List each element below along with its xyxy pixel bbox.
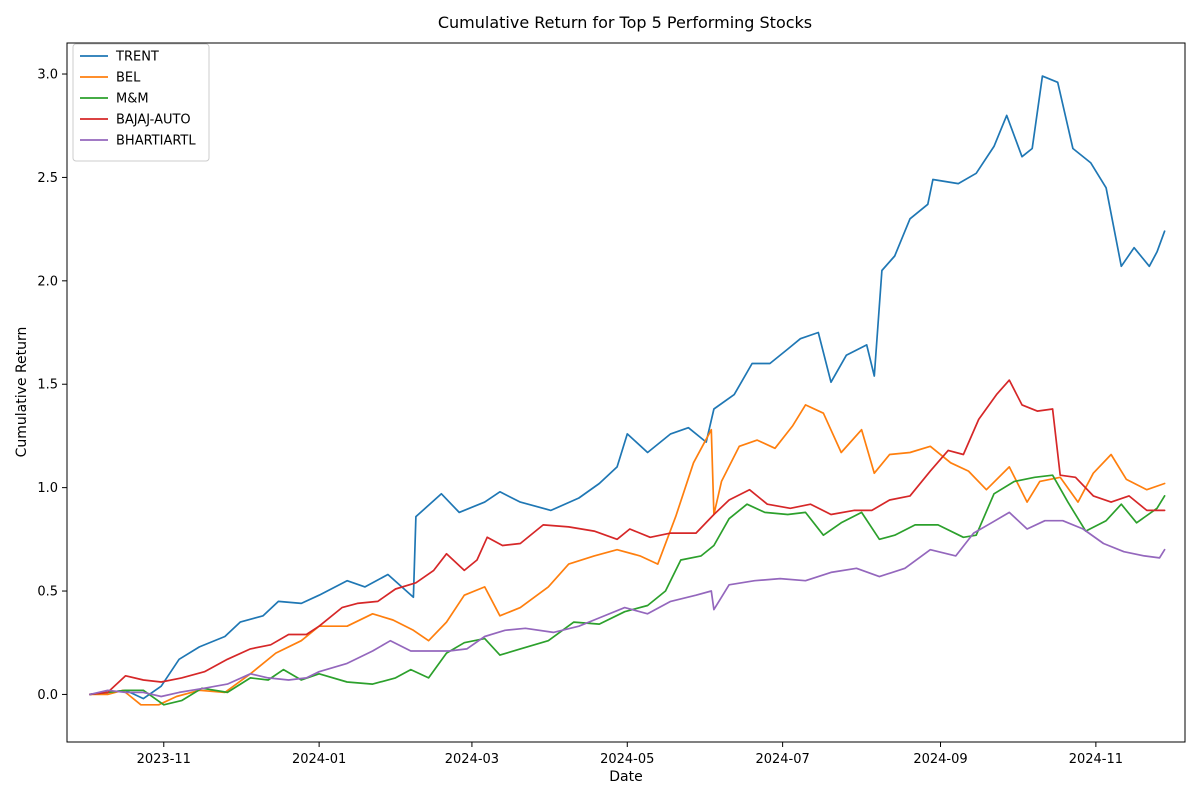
plot-area: [89, 75, 1166, 706]
series-line-bajaj-auto: [89, 379, 1166, 696]
legend-label: BAJAJ-AUTO: [116, 113, 191, 128]
x-axis: 2023-11 2024-01 2024-03 2024-05 2024-07 2024-…: [137, 742, 1123, 767]
y-tick-label: 0.0: [37, 688, 58, 703]
x-tick-label: 2023-11: [137, 752, 191, 767]
x-tick-label: 2024-09: [913, 752, 967, 767]
x-tick-label: 2024-11: [1069, 752, 1123, 767]
legend-label: M&M: [116, 92, 149, 107]
legend-label: BEL: [116, 71, 141, 86]
legend-label: BHARTIARTL: [116, 134, 196, 149]
series-line-m-m: [89, 474, 1166, 706]
x-tick-label: 2024-01: [292, 752, 346, 767]
chart-title: Cumulative Return for Top 5 Performing S…: [438, 13, 812, 32]
y-tick-label: 1.5: [37, 378, 58, 393]
x-tick-label: 2024-03: [445, 752, 499, 767]
series-line-bhartiartl: [89, 511, 1166, 698]
x-tick-label: 2024-07: [755, 752, 809, 767]
y-tick-label: 1.0: [37, 481, 58, 496]
y-tick-label: 0.5: [37, 585, 58, 600]
series-line-trent: [89, 75, 1166, 700]
y-tick-label: 2.0: [37, 274, 58, 289]
x-axis-label: Date: [609, 769, 642, 785]
legend-label: TRENT: [115, 50, 159, 65]
y-tick-label: 2.5: [37, 171, 58, 186]
x-tick-label: 2024-05: [600, 752, 654, 767]
plot-frame: [66, 42, 1186, 743]
y-axis: 0.0 0.5 1.0 1.5 2.0 2.5 3.0: [37, 68, 67, 703]
series-line-bel: [89, 404, 1166, 706]
legend: TRENT BEL M&M BAJAJ-AUTO BHARTIARTL: [72, 43, 210, 162]
legend-frame: [72, 43, 210, 162]
y-axis-label: Cumulative Return: [14, 327, 30, 458]
y-tick-label: 3.0: [37, 68, 58, 83]
